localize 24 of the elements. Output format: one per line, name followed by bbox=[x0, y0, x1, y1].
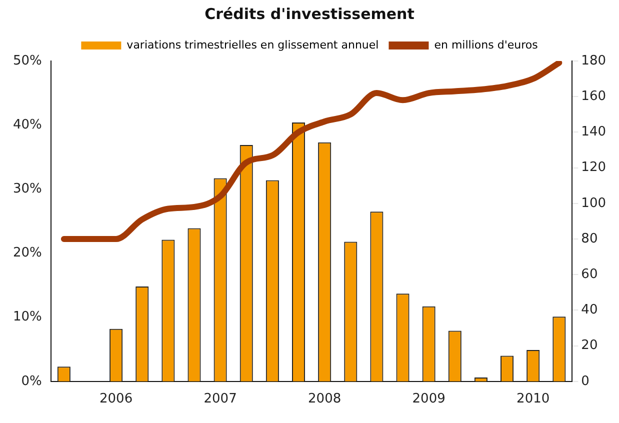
y-tick-label: 40% bbox=[12, 117, 42, 132]
x-tick-label: 2007 bbox=[204, 392, 237, 407]
x-tick-label: 2008 bbox=[308, 392, 342, 407]
y-tick-label: 20% bbox=[12, 246, 42, 261]
y2-tick-label: 20 bbox=[581, 338, 598, 354]
y2-tick-label: 80 bbox=[581, 231, 598, 246]
y2-tick-label: 0 bbox=[581, 374, 590, 389]
y-tick-label: 30% bbox=[12, 182, 42, 197]
legend-label: variations trimestrielles en glissement annuel bbox=[126, 38, 379, 52]
y-tick-label: 0% bbox=[21, 374, 42, 389]
y-tick-label: 10% bbox=[12, 310, 42, 325]
y-tick-label: 50% bbox=[12, 53, 42, 68]
x-tick-label: 2009 bbox=[412, 392, 446, 407]
x-tick-label: 2006 bbox=[100, 392, 133, 407]
legend-label: en millions d'euros bbox=[434, 38, 538, 52]
y2-tick-label: 140 bbox=[581, 124, 606, 140]
y2-tick-label: 120 bbox=[581, 160, 606, 176]
y2-tick-label: 160 bbox=[581, 88, 606, 104]
y2-tick-label: 100 bbox=[581, 196, 606, 211]
y2-tick-label: 180 bbox=[581, 53, 606, 68]
y2-tick-label: 40 bbox=[581, 302, 598, 318]
chart-title: Crédits d'investissement bbox=[204, 4, 414, 23]
x-tick-label: 2010 bbox=[516, 392, 550, 407]
y2-tick-label: 60 bbox=[581, 266, 598, 282]
